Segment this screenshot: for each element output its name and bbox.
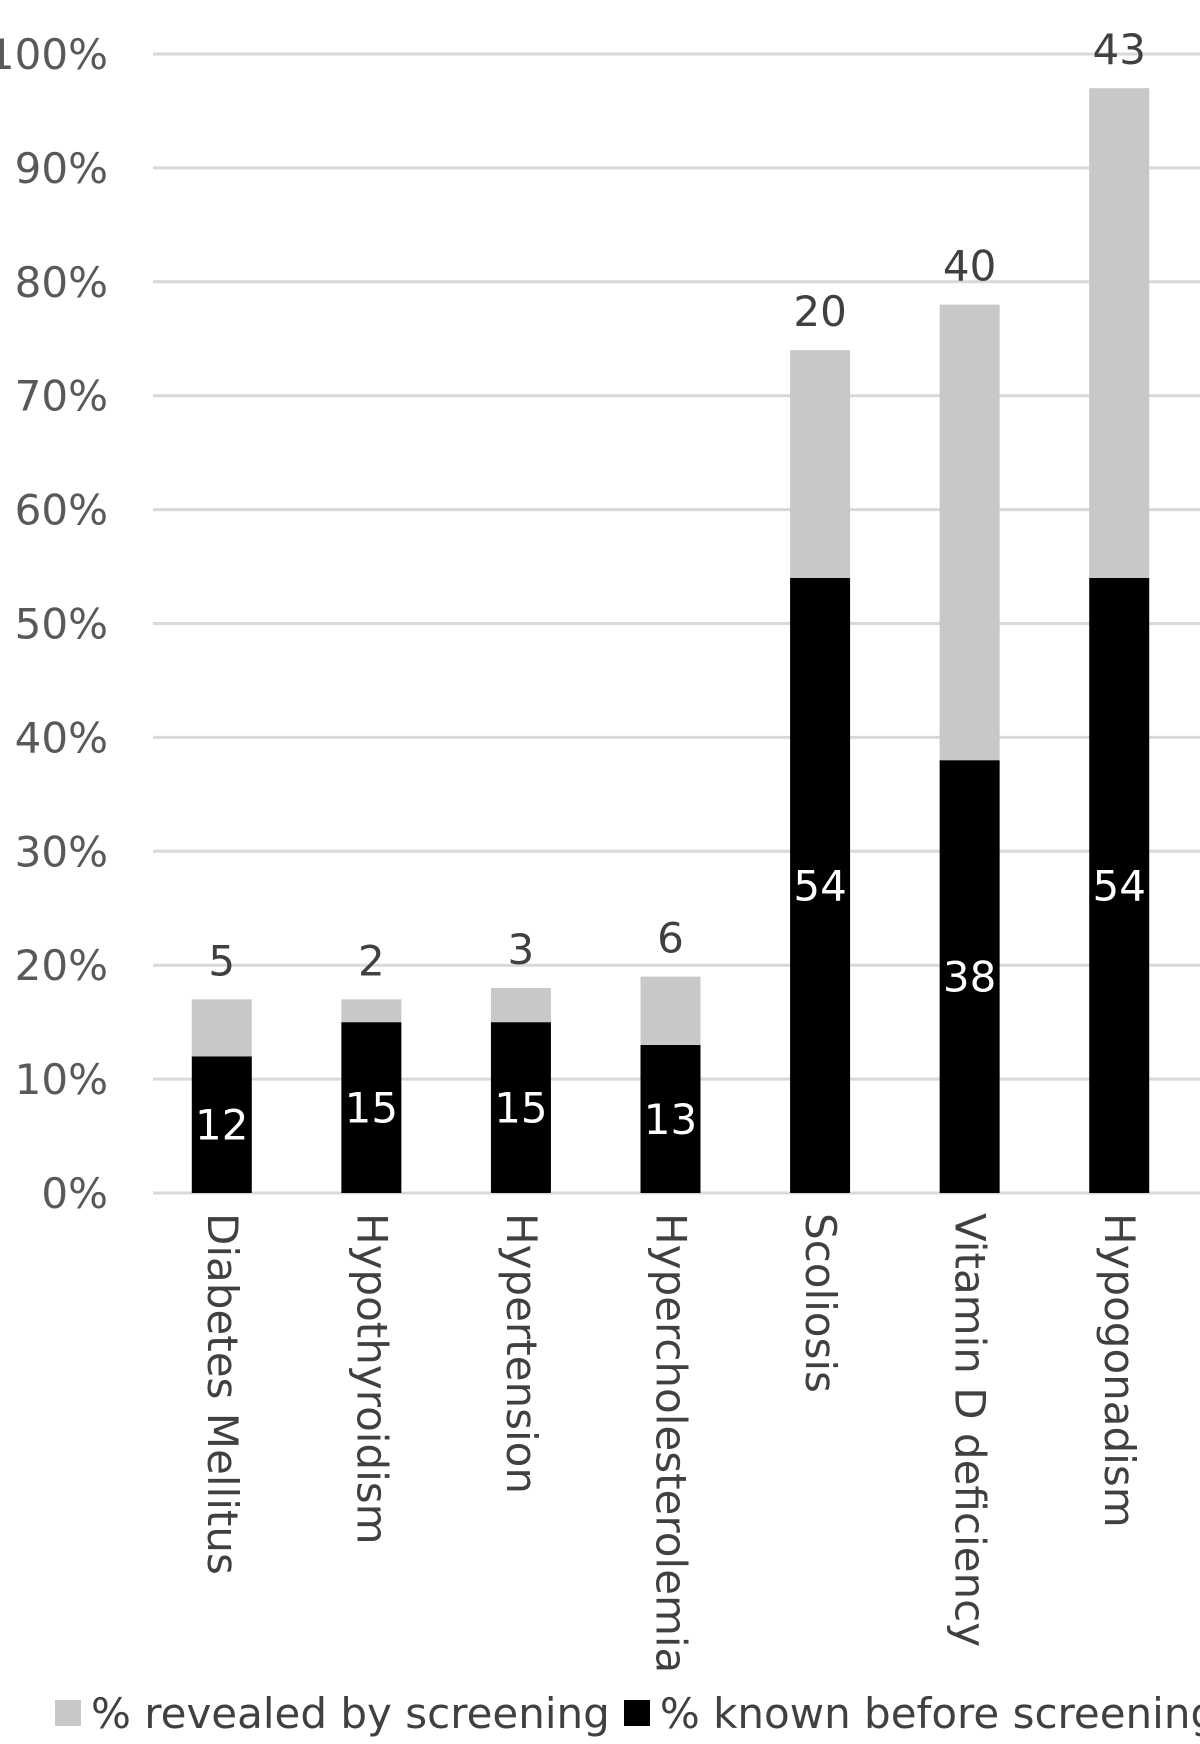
bar-known-before-screening [490, 1022, 551, 1193]
data-label-revealed: 3 [508, 925, 535, 974]
x-category-label: Hypercholesterolemia [647, 1213, 696, 1673]
y-tick-label: 100% [0, 30, 108, 79]
bar-known-before-screening [939, 760, 1000, 1193]
data-label-known: 13 [644, 1095, 697, 1144]
gridlines [153, 52, 1200, 1195]
legend-item-revealed: % revealed by screening [55, 1689, 610, 1738]
x-category-label: Scoliosis [796, 1213, 845, 1393]
data-label-known: 12 [195, 1101, 248, 1150]
bar-revealed-by-screening [490, 987, 551, 1023]
y-tick-label: 20% [15, 941, 108, 990]
data-labels: 12 5 15 2 15 3 13 6 54 20 38 40 54 43 [195, 25, 1146, 1149]
legend-swatch-known [623, 1700, 650, 1726]
x-category-label: Vitamin D deficiency [946, 1213, 995, 1647]
y-axis-tick-labels: 0% 10% 20% 30% 40% 50% 60% 70% 80% 90% 100% [0, 30, 108, 1218]
y-tick-label: 0% [41, 1169, 108, 1218]
data-label-known: 54 [793, 861, 846, 910]
data-label-revealed: 5 [208, 936, 235, 985]
legend-swatch-revealed [55, 1700, 81, 1726]
legend-label-known: % known before screening [659, 1688, 1200, 1738]
y-tick-label: 10% [15, 1055, 108, 1104]
data-label-known: 54 [1092, 861, 1145, 910]
data-label-revealed: 20 [793, 287, 846, 336]
legend-item-known: % known before screening [623, 1688, 1200, 1738]
bar-revealed-by-screening [790, 350, 851, 578]
y-tick-label: 80% [15, 258, 108, 307]
x-category-label: Diabetes Mellitus [198, 1213, 247, 1575]
bar-revealed-by-screening [939, 304, 1000, 761]
bar-known-before-screening [790, 577, 851, 1193]
bar-revealed-by-screening [191, 999, 252, 1057]
y-tick-label: 70% [15, 372, 108, 421]
legend: % revealed by screening % known before s… [55, 1688, 1200, 1738]
x-axis-category-labels: Diabetes Mellitus Hypothyroidism Hypertens… [198, 1213, 1144, 1673]
data-label-known: 15 [494, 1084, 547, 1133]
legend-label-revealed: % revealed by screening [91, 1688, 610, 1738]
y-tick-label: 50% [15, 600, 108, 649]
x-category-label: Hypothyroidism [347, 1213, 396, 1545]
data-label-revealed: 43 [1092, 25, 1145, 74]
x-category-label: Hypogonadism [1095, 1213, 1144, 1528]
bar-known-before-screening [1089, 577, 1150, 1193]
x-category-label: Hypertension [497, 1213, 546, 1494]
bar-known-before-screening [341, 1022, 402, 1193]
bar-revealed-by-screening [1089, 88, 1150, 578]
data-label-revealed: 6 [657, 914, 684, 963]
y-tick-label: 30% [15, 827, 108, 876]
data-label-revealed: 40 [943, 242, 996, 291]
bar-known-before-screening [640, 1044, 701, 1193]
bar-revealed-by-screening [640, 976, 701, 1045]
bars [191, 88, 1150, 1193]
y-tick-label: 60% [15, 486, 108, 535]
y-tick-label: 90% [15, 144, 108, 193]
data-label-known: 38 [943, 953, 996, 1002]
data-label-known: 15 [345, 1084, 398, 1133]
y-tick-label: 40% [15, 713, 108, 762]
bar-revealed-by-screening [341, 999, 402, 1023]
data-label-revealed: 2 [358, 936, 385, 985]
bar-known-before-screening [191, 1056, 252, 1193]
